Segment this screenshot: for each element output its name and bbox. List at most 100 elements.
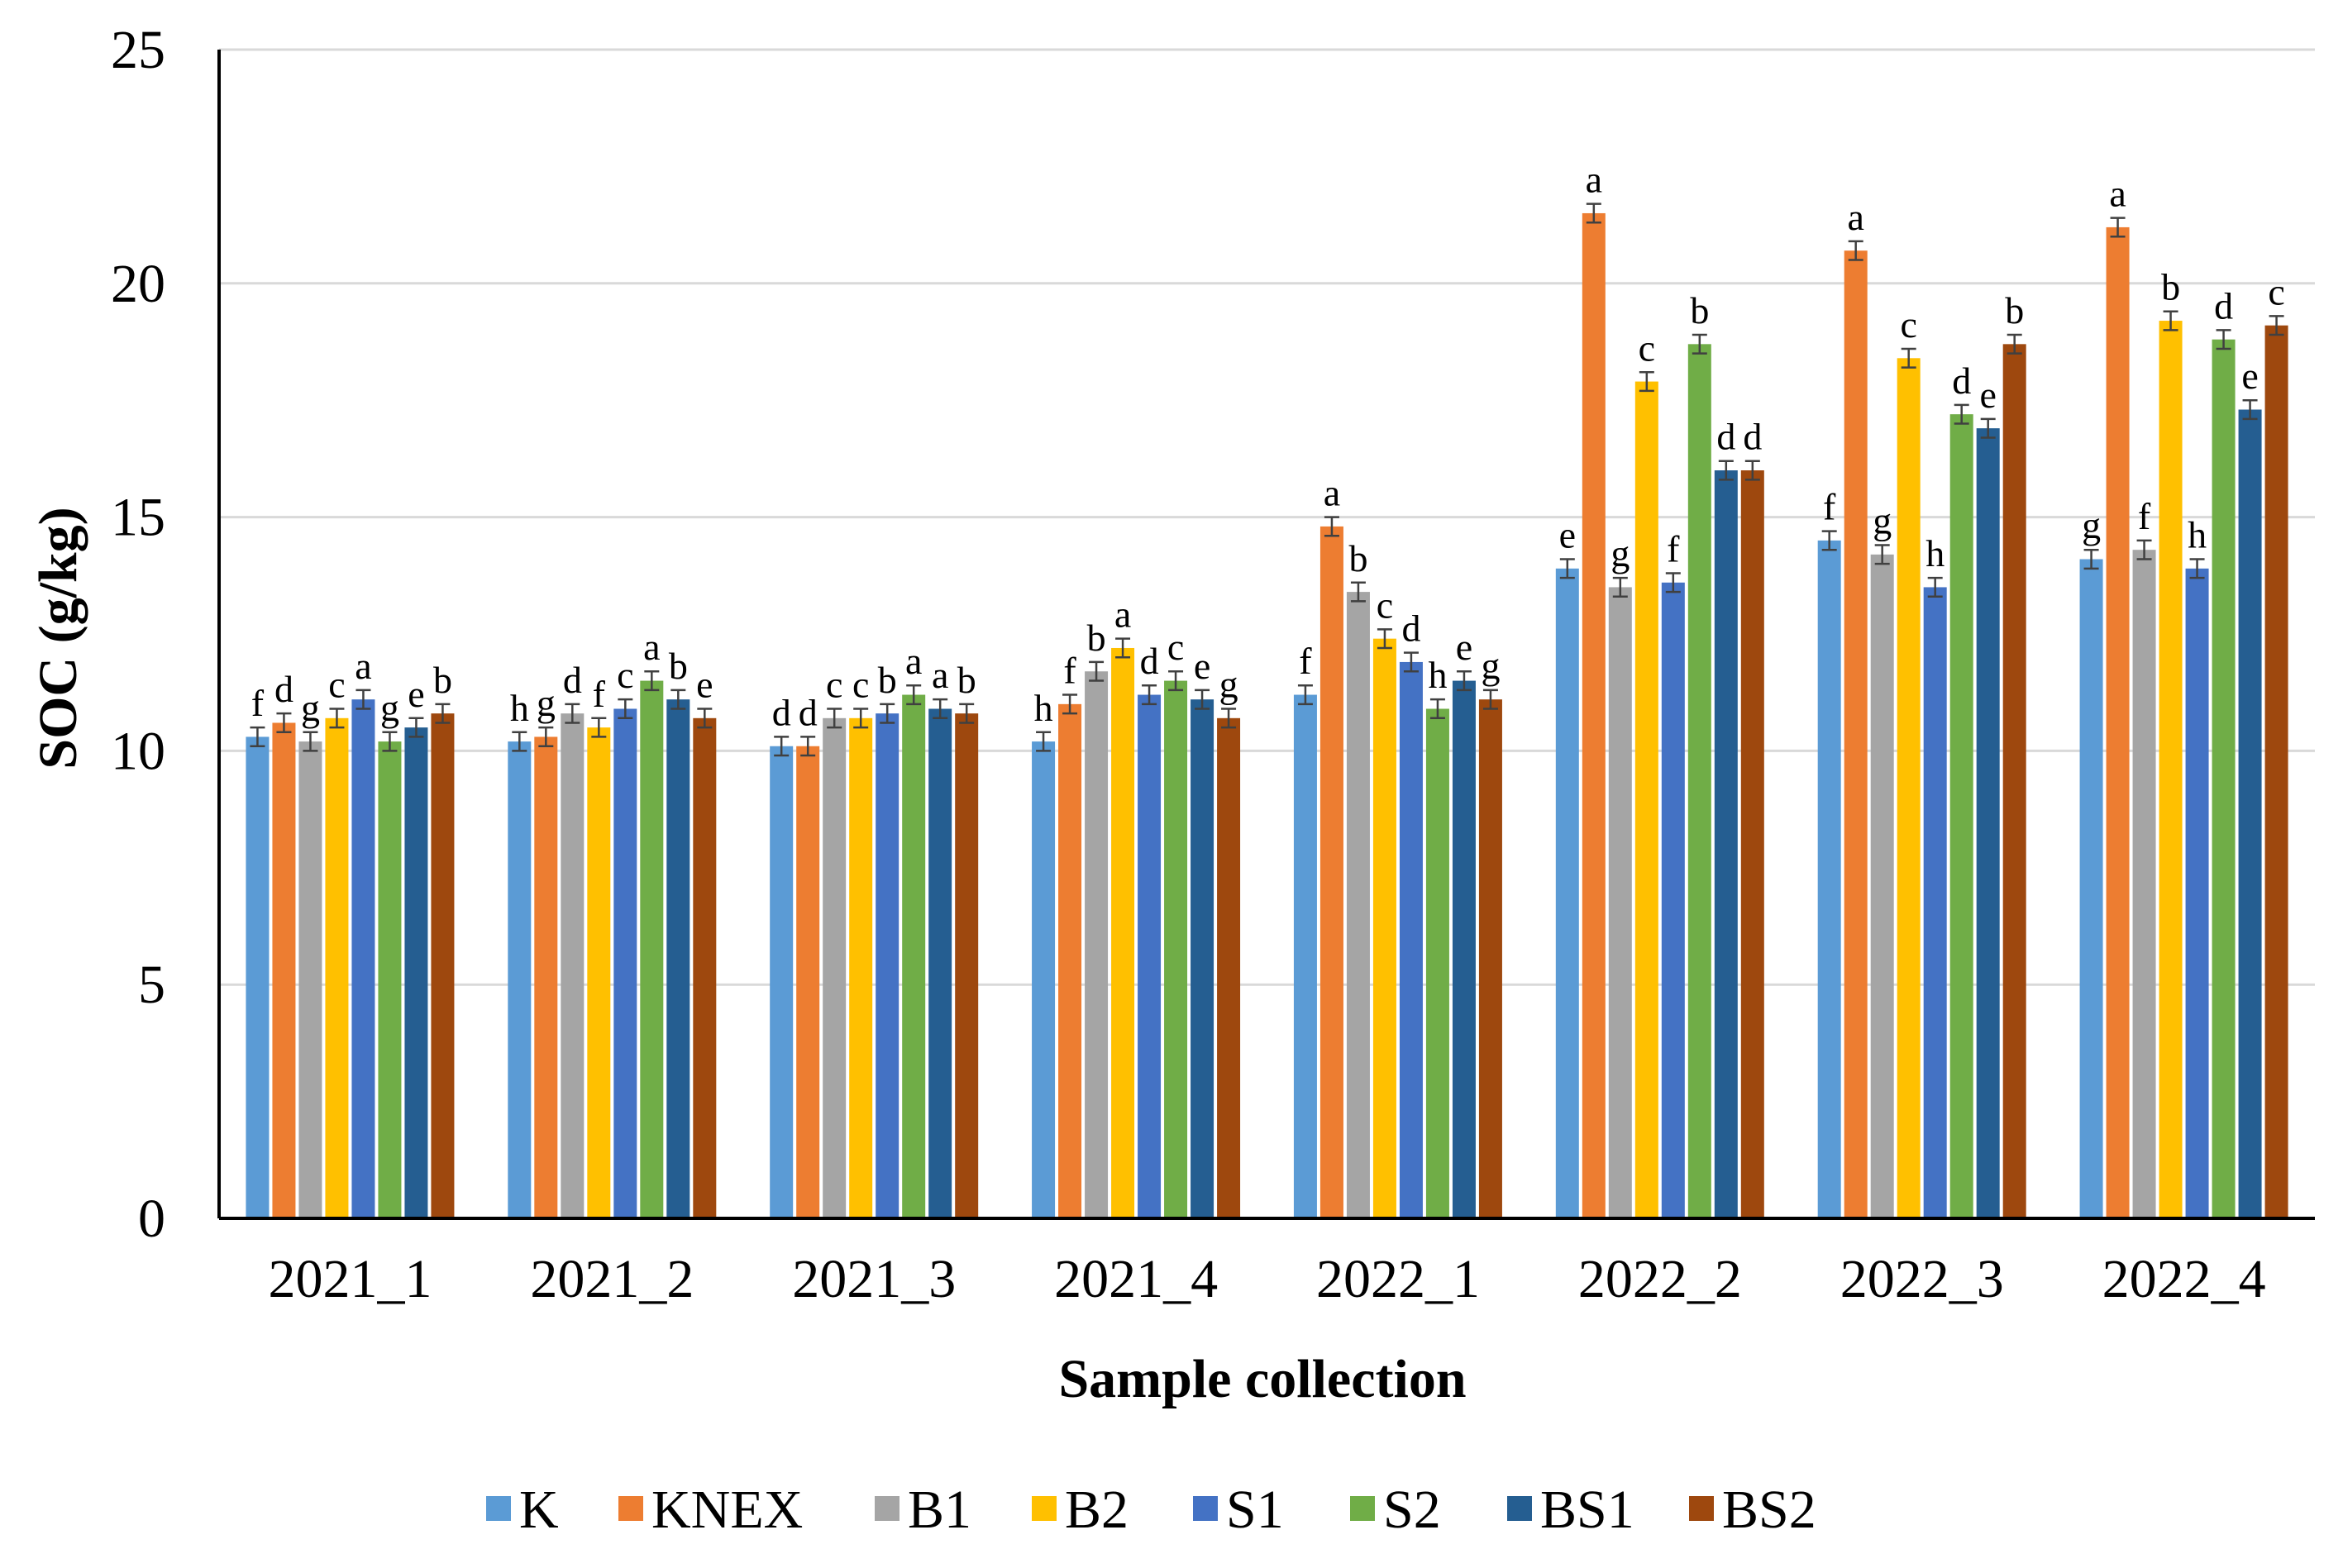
significance-letter: c xyxy=(1167,626,1184,668)
significance-letter: h xyxy=(510,687,529,729)
significance-letter: c xyxy=(1900,303,1916,346)
significance-letter: b xyxy=(957,659,976,701)
bar-KNEX-2021_3 xyxy=(796,746,820,1218)
y-tick-label: 5 xyxy=(138,955,165,1015)
significance-letter: d xyxy=(2214,284,2233,326)
legend-label: BS2 xyxy=(1722,1480,1816,1540)
bar-B2-2021_2 xyxy=(587,727,611,1218)
significance-letter: a xyxy=(1114,593,1131,636)
significance-letter: g xyxy=(1219,663,1238,705)
bar-S1-2022_3 xyxy=(1923,587,1947,1218)
bar-BS2-2021_3 xyxy=(955,713,979,1218)
bar-BS1-2021_4 xyxy=(1191,699,1214,1218)
significance-letter: d xyxy=(274,668,293,710)
bar-BS1-2022_2 xyxy=(1714,470,1738,1218)
legend-label: KNEX xyxy=(651,1480,803,1540)
legend-label: S1 xyxy=(1226,1480,1284,1540)
significance-letter: d xyxy=(1716,416,1735,458)
significance-letter: a xyxy=(1586,159,1602,201)
bar-B1-2022_4 xyxy=(2132,550,2156,1218)
significance-letter: d xyxy=(1952,360,1971,402)
bar-S2-2021_1 xyxy=(378,741,402,1218)
bar-BS2-2022_1 xyxy=(1478,699,1502,1218)
bar-KNEX-2021_2 xyxy=(534,736,558,1218)
significance-letter: a xyxy=(1324,472,1340,514)
significance-letter: e xyxy=(408,673,424,715)
bar-K-2022_3 xyxy=(1817,540,1841,1218)
significance-letter: g xyxy=(301,687,320,729)
significance-letter: g xyxy=(1481,645,1500,687)
bar-S1-2021_1 xyxy=(351,699,375,1218)
bar-S2-2022_2 xyxy=(1687,344,1711,1218)
bar-B1-2022_2 xyxy=(1608,587,1632,1218)
significance-letter: a xyxy=(643,626,660,668)
y-tick-label: 0 xyxy=(138,1189,165,1249)
legend-item-BS2: BS2 xyxy=(1689,1480,1816,1540)
bar-S2-2022_4 xyxy=(2212,339,2236,1218)
bar-K-2021_4 xyxy=(1032,741,1056,1218)
significance-letter: c xyxy=(826,663,842,705)
bar-BS2-2022_4 xyxy=(2264,325,2288,1219)
x-tick-label: 2021_2 xyxy=(530,1249,694,1309)
bar-K-2022_4 xyxy=(2079,559,2103,1218)
legend-label: K xyxy=(519,1480,559,1540)
significance-letter: g xyxy=(537,682,556,724)
bar-BS2-2022_3 xyxy=(2002,344,2026,1218)
significance-letter: b xyxy=(2161,266,2180,308)
significance-letter: e xyxy=(2241,355,2258,397)
axes: 0 5 10 15 20 25 2021_1 2021_2 2021_3 2021_4 2022_1… xyxy=(111,20,2315,1309)
significance-letter: g xyxy=(380,687,399,729)
legend-item-KNEX: KNEX xyxy=(618,1480,803,1540)
bar-B2-2022_4 xyxy=(2159,321,2183,1219)
legend-swatch xyxy=(618,1496,643,1521)
bar-B1-2021_2 xyxy=(561,713,585,1218)
bar-BS2-2022_2 xyxy=(1740,470,1764,1218)
significance-letter: c xyxy=(1377,584,1393,626)
bar-S1-2022_2 xyxy=(1661,582,1685,1218)
y-tick-label: 10 xyxy=(111,721,165,781)
significance-letter: a xyxy=(905,640,922,682)
legend-item-S2: S2 xyxy=(1350,1480,1441,1540)
bar-KNEX-2022_3 xyxy=(1844,250,1868,1218)
significance-letter: b xyxy=(1348,537,1367,579)
legend-swatch xyxy=(1689,1496,1714,1521)
bar-B1-2022_1 xyxy=(1346,592,1370,1218)
significance-letter: a xyxy=(1847,196,1863,238)
legend-label: S2 xyxy=(1383,1480,1441,1540)
bar-B1-2021_1 xyxy=(298,741,322,1218)
bar-B2-2022_2 xyxy=(1634,381,1658,1218)
bar-S2-2021_2 xyxy=(640,680,664,1218)
significance-letter: d xyxy=(1140,640,1159,682)
bar-BS1-2021_1 xyxy=(404,727,428,1218)
y-axis-title: SOC (g/kg) xyxy=(28,507,88,769)
bar-B2-2022_1 xyxy=(1372,638,1396,1218)
significance-letter: f xyxy=(593,673,606,715)
significance-letter: b xyxy=(433,659,452,701)
bar-S2-2021_4 xyxy=(1164,680,1188,1218)
bar-BS2-2021_1 xyxy=(431,713,455,1218)
legend: K KNEX B1 B2 S1 S2 BS1 BS2 xyxy=(486,1480,1816,1540)
legend-swatch xyxy=(486,1496,511,1521)
x-axis-title: Sample collection xyxy=(1058,1349,1466,1409)
legend-label: B2 xyxy=(1065,1480,1129,1540)
significance-letter: a xyxy=(2109,173,2126,215)
significance-letter: d xyxy=(772,691,791,733)
legend-label: BS1 xyxy=(1540,1480,1634,1540)
bar-KNEX-2021_1 xyxy=(272,722,296,1218)
significance-letter: c xyxy=(1639,326,1655,369)
significance-letter: f xyxy=(251,682,265,724)
legend-swatch xyxy=(1193,1496,1218,1521)
bar-K-2021_1 xyxy=(246,736,270,1218)
significance-letter: d xyxy=(1401,608,1420,650)
y-tick-label: 25 xyxy=(111,20,165,80)
x-tick-label: 2022_4 xyxy=(2102,1249,2266,1309)
legend-item-BS1: BS1 xyxy=(1507,1480,1634,1540)
bar-BS1-2021_3 xyxy=(928,708,952,1218)
significance-letter: g xyxy=(1873,500,1892,542)
significance-letter: a xyxy=(355,645,371,687)
bar-S1-2021_4 xyxy=(1138,694,1162,1218)
gridlines xyxy=(219,48,2315,986)
bar-S2-2021_3 xyxy=(902,694,926,1218)
